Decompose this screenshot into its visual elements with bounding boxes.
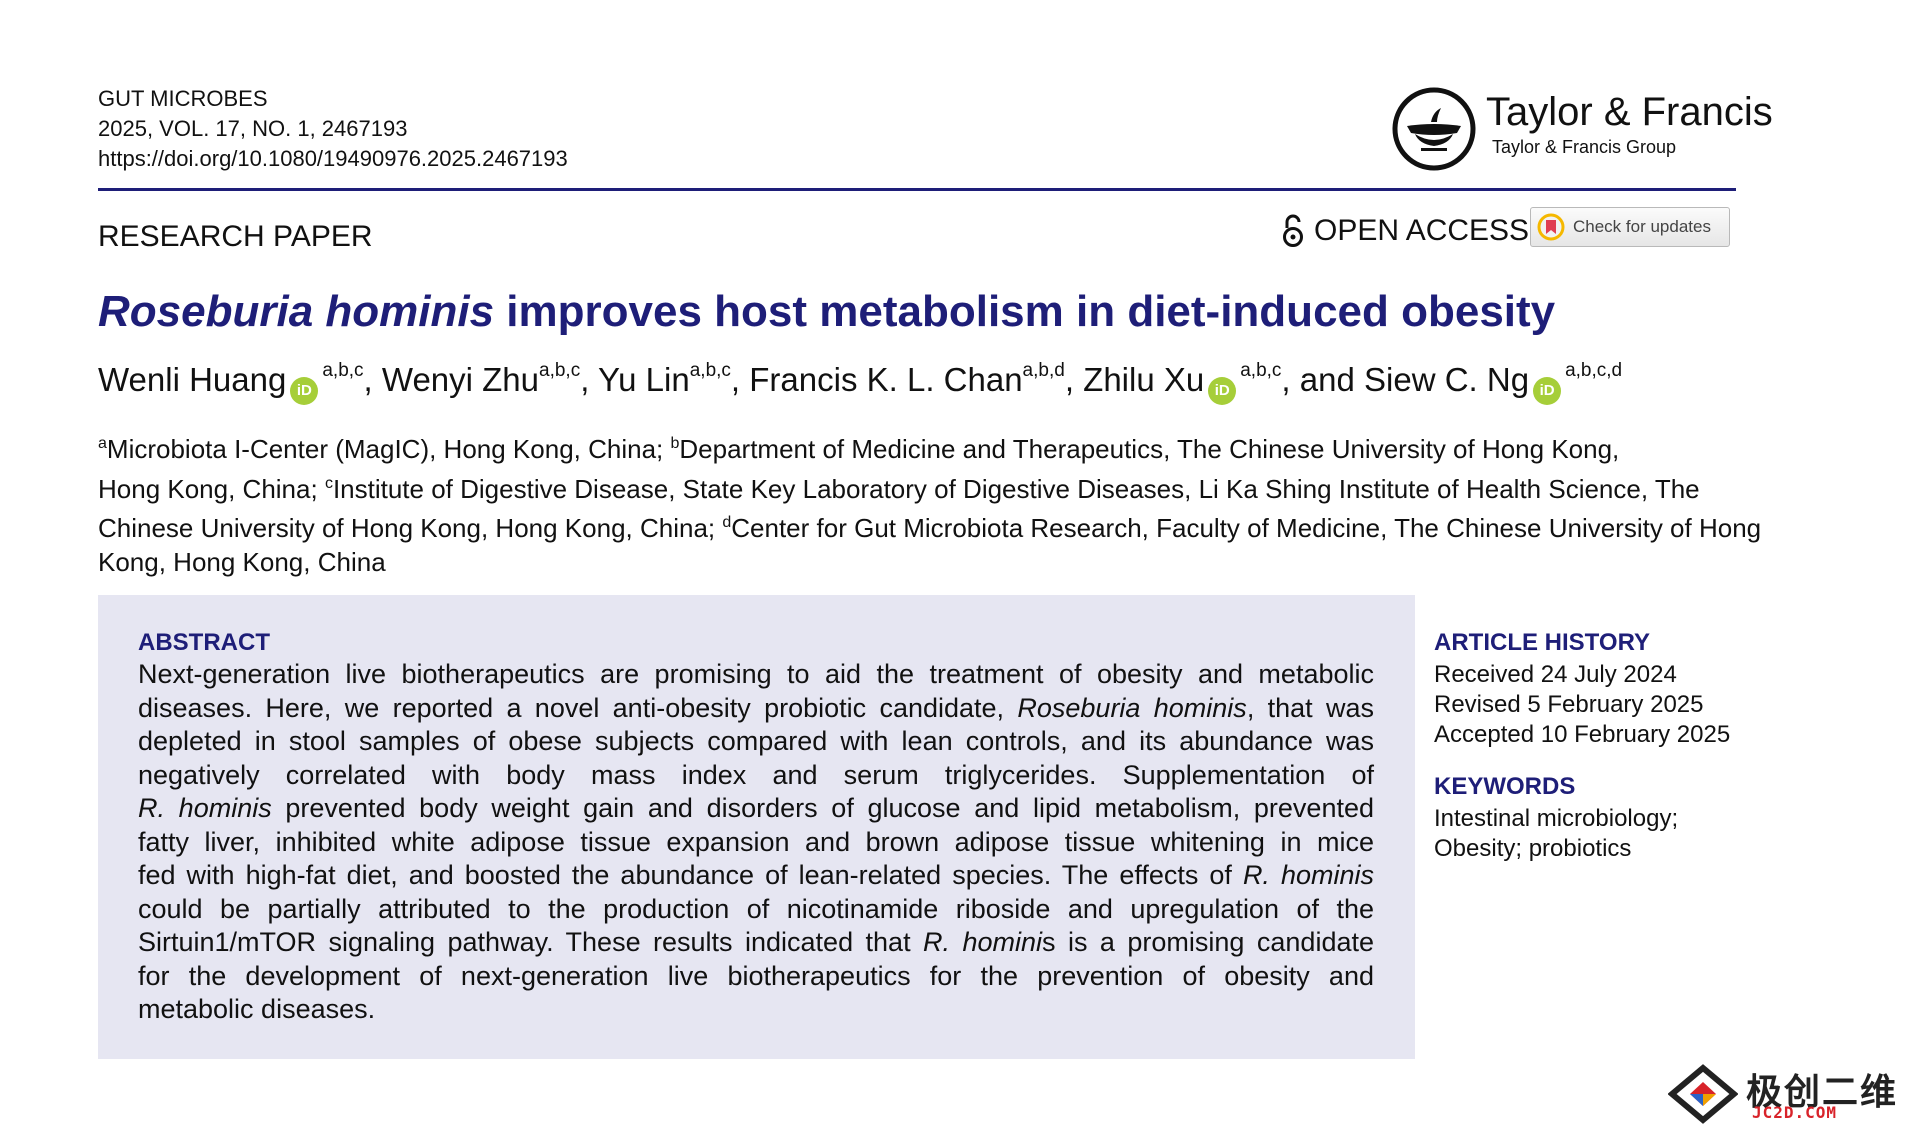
title-species: Roseburia hominis	[98, 287, 495, 336]
affiliation-b-cont: Hong Kong, China;	[98, 473, 325, 504]
author-name: Wenyi Zhu	[381, 361, 540, 398]
abstract-line: for the development of next-generation l…	[138, 960, 1374, 991]
orcid-icon[interactable]: iD	[290, 377, 319, 405]
author-name: Francis K. L. Chan	[749, 361, 1023, 398]
revised-date: Revised 5 February 2025	[1434, 691, 1704, 718]
paper-type: RESEARCH PAPER	[98, 220, 373, 253]
affiliation-d: Center for Gut Microbiota Research, Facu…	[731, 513, 1762, 543]
affil-marker: b	[670, 435, 680, 452]
crossmark-icon	[1537, 213, 1565, 241]
open-access-label: OPEN ACCESS	[1314, 214, 1530, 247]
author-affiliation-marker: a,b,d	[1022, 360, 1065, 381]
affil-marker: d	[722, 514, 732, 531]
abstract-line: could be partially attributed to the pro…	[138, 893, 1374, 924]
received-date: Received 24 July 2024	[1434, 661, 1677, 688]
author-name: Siew C. Ng	[1364, 361, 1530, 398]
author-separator: , and	[1281, 361, 1364, 398]
open-access-badge: OPEN ACCESS	[1282, 214, 1529, 248]
author-affiliation-marker: a,b,c	[689, 360, 731, 381]
author-list: Wenli Huang iDa,b,c, Wenyi Zhua,b,c, Yu L…	[98, 360, 1622, 405]
keywords: Intestinal microbiology; Obesity; probio…	[1434, 804, 1678, 864]
watermark-logo-icon	[1668, 1064, 1738, 1124]
abstract-line: R. hominis prevented body weight gain an…	[138, 793, 1374, 823]
paper-title: Roseburia hominis improves host metaboli…	[98, 287, 1555, 337]
author-affiliation-marker: a,b,c	[322, 360, 364, 381]
journal-meta: GUT MICROBES 2025, VOL. 17, NO. 1, 24671…	[98, 84, 568, 174]
article-history: Received 24 July 2024 Revised 5 February…	[1434, 660, 1730, 750]
abstract-line: fatty liver, inhibited white adipose tis…	[138, 826, 1374, 857]
abstract-line: Sirtuin1/mTOR signaling pathway. These r…	[138, 927, 1374, 957]
abstract-panel	[98, 595, 1415, 1059]
affiliation-c-cont: Chinese University of Hong Kong, Hong Ko…	[98, 513, 723, 543]
affiliation-a: Microbiota I-Center (MagIC), Hong Kong, …	[106, 434, 671, 464]
affiliation-c: Institute of Digestive Disease, State Ke…	[332, 473, 1700, 504]
author-name: Zhilu Xu	[1083, 361, 1205, 398]
author-separator: ,	[1064, 361, 1084, 398]
taylor-francis-logo-icon	[1392, 87, 1476, 171]
author-separator: ,	[730, 361, 750, 398]
abstract-heading: ABSTRACT	[138, 629, 270, 656]
author-separator: ,	[363, 361, 382, 398]
article-history-heading: ARTICLE HISTORY	[1434, 629, 1651, 656]
header-rule	[98, 188, 1736, 191]
affil-marker: c	[324, 474, 333, 492]
open-lock-icon	[1283, 214, 1303, 247]
keywords-heading: KEYWORDS	[1434, 773, 1576, 800]
publisher-name: Taylor & Francis	[1486, 90, 1773, 134]
abstract-text: Next-generation live biotherapeutics are…	[138, 658, 1374, 1027]
affiliation-d-cont: Kong, Hong Kong, China	[98, 546, 386, 577]
abstract-line: diseases. Here, we reported a novel anti…	[138, 692, 1375, 723]
publisher-group: Taylor & Francis Group	[1492, 137, 1677, 157]
journal-issue: 2025, VOL. 17, NO. 1, 2467193	[98, 116, 408, 141]
abstract-line: depleted in stool samples of obese subje…	[138, 726, 1374, 756]
watermark-text: 极创二维	[1746, 1071, 1899, 1112]
affiliation-b: Department of Medicine and Therapeutics,…	[679, 434, 1620, 464]
abstract-line: negatively correlated with body mass ind…	[138, 759, 1374, 790]
journal-doi[interactable]: https://doi.org/10.1080/19490976.2025.24…	[98, 146, 568, 171]
keywords-line: Obesity; probiotics	[1434, 835, 1632, 862]
author-affiliation-marker: a,b,c	[539, 360, 581, 381]
keywords-line: Intestinal microbiology;	[1434, 805, 1679, 832]
title-rest: improves host metabolism in diet-induced…	[494, 287, 1556, 336]
author-name: Wenli Huang	[98, 361, 287, 398]
check-for-updates-button[interactable]: Check for updates	[1530, 207, 1730, 247]
accepted-date: Accepted 10 February 2025	[1434, 721, 1731, 748]
orcid-icon[interactable]: iD	[1208, 377, 1237, 405]
abstract-line: fed with high-fat diet, and boosted the …	[138, 860, 1374, 890]
orcid-icon[interactable]: iD	[1533, 377, 1562, 405]
check-for-updates-label: Check for updates	[1573, 217, 1711, 236]
author-name: Yu Lin	[597, 361, 690, 398]
watermark-url: JC2D.COM	[1752, 1103, 1838, 1122]
affil-marker: a	[98, 435, 107, 452]
author-affiliation-marker: a,b,c	[1240, 360, 1282, 381]
abstract-line: Next-generation live biotherapeutics are…	[138, 659, 1374, 689]
journal-name: GUT MICROBES	[98, 86, 268, 111]
abstract-line: metabolic diseases.	[138, 994, 376, 1024]
author-separator: ,	[580, 361, 598, 398]
affiliations: aMicrobiota I-Center (MagIC), Hong Kong,…	[98, 427, 1761, 579]
author-affiliation-marker: a,b,c,d	[1565, 360, 1623, 381]
